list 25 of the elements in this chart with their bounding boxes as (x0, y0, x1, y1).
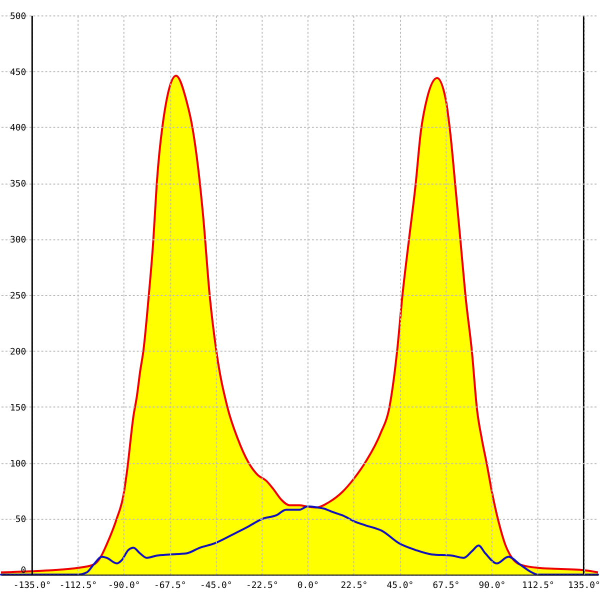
x-tick-label: 135.0° (568, 581, 600, 592)
x-tick-label: 22.5° (340, 581, 368, 592)
y-tick-label: 350 (10, 180, 26, 190)
y-tick-label: 150 (10, 403, 26, 414)
x-tick-label: -45.0° (200, 581, 232, 592)
x-tick-label: -67.5° (154, 581, 186, 592)
x-tick-label: 67.5° (432, 581, 460, 592)
x-tick-label: 112.5° (522, 581, 554, 592)
y-tick-label: 450 (10, 68, 26, 78)
x-tick-label: -112.5° (59, 581, 97, 592)
y-tick-label: 250 (10, 291, 26, 302)
y-tick-label: 0 (20, 566, 26, 576)
y-tick-label: 300 (10, 236, 26, 246)
y-tick-label: 500 (10, 12, 26, 22)
x-tick-label: 0.0° (297, 581, 319, 592)
x-tick-label: -90.0° (108, 581, 140, 592)
line-series (0, 505, 600, 576)
x-tick-label: -135.0° (13, 581, 51, 592)
y-tick-label: 400 (10, 124, 26, 134)
y-tick-label: 50 (15, 515, 26, 526)
x-tick-label: 45.0° (386, 581, 414, 592)
y-tick-label: 200 (10, 347, 26, 358)
y-tick-label: 100 (10, 459, 26, 470)
x-tick-label: 90.0° (478, 581, 506, 592)
x-tick-label: -22.5° (246, 581, 278, 592)
